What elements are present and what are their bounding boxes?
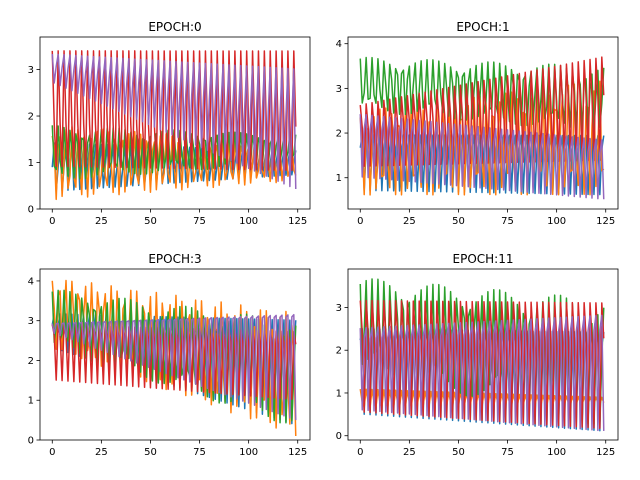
x-tick-label: 0 (357, 447, 363, 458)
x-tick-label: 125 (288, 447, 307, 458)
x-tick-label: 100 (547, 447, 566, 458)
y-tick-label: 3 (336, 303, 342, 314)
y-tick-label: 1 (28, 158, 34, 169)
subplot-0: 0 25 50 75 100 125 0 1 2 3 EPOCH:0 (28, 20, 311, 227)
x-tick-label: 25 (95, 447, 108, 458)
chart-title: EPOCH:3 (148, 252, 201, 266)
y-tick-label: 2 (336, 346, 342, 357)
y-tick-label: 2 (28, 356, 34, 367)
y-tick-label: 1 (336, 173, 342, 184)
series-line-4 (51, 313, 297, 421)
x-tick-label: 125 (596, 447, 615, 458)
y-tick-label: 3 (28, 65, 34, 76)
y-tick-label: 2 (28, 112, 34, 123)
x-tick-label: 75 (193, 447, 206, 458)
y-tick-label: 0 (28, 436, 34, 447)
series-line-4 (51, 53, 297, 190)
y-tick-label: 0 (28, 205, 34, 216)
axes-frame (39, 36, 311, 210)
x-tick-label: 100 (239, 447, 258, 458)
x-tick-label: 0 (357, 216, 363, 227)
x-tick-label: 100 (239, 216, 258, 227)
axes-frame (39, 268, 311, 441)
series-line-4 (359, 314, 605, 432)
x-tick-label: 75 (193, 216, 206, 227)
y-tick-label: 4 (336, 39, 342, 50)
axes-frame (347, 268, 619, 441)
series-group (359, 56, 605, 200)
y-tick-label: 1 (336, 388, 342, 399)
x-tick-label: 25 (95, 216, 108, 227)
x-tick-label: 0 (49, 447, 55, 458)
subplot-1: 0 25 50 75 100 125 1 2 3 4 EPOCH:1 (336, 20, 619, 227)
x-tick-label: 125 (596, 216, 615, 227)
x-tick-label: 75 (501, 216, 514, 227)
x-tick-label: 50 (144, 447, 157, 458)
y-tick-label: 3 (28, 316, 34, 327)
subplot-3: 0 25 50 75 100 125 0 1 2 3 EPOCH:11 (336, 252, 619, 458)
y-tick-label: 3 (336, 84, 342, 95)
axes-frame (347, 36, 619, 210)
chart-title: EPOCH:1 (456, 20, 509, 34)
x-tick-label: 25 (403, 216, 416, 227)
chart-title: EPOCH:0 (148, 20, 201, 34)
series-group (359, 278, 605, 432)
y-tick-label: 4 (28, 276, 34, 287)
series-group (51, 279, 297, 437)
x-tick-label: 25 (403, 447, 416, 458)
x-tick-label: 0 (49, 216, 55, 227)
x-tick-label: 125 (288, 216, 307, 227)
x-tick-label: 50 (144, 216, 157, 227)
x-tick-label: 50 (452, 216, 465, 227)
x-tick-label: 75 (501, 447, 514, 458)
x-tick-label: 100 (547, 216, 566, 227)
chart-title: EPOCH:11 (453, 252, 514, 266)
series-line-4 (359, 113, 605, 200)
x-tick-label: 50 (452, 447, 465, 458)
y-tick-label: 1 (28, 396, 34, 407)
y-tick-label: 0 (336, 431, 342, 442)
series-group (51, 50, 297, 201)
y-tick-label: 2 (336, 129, 342, 140)
subplot-2: 0 25 50 75 100 125 0 1 2 3 4 EPOCH:3 (28, 252, 311, 458)
